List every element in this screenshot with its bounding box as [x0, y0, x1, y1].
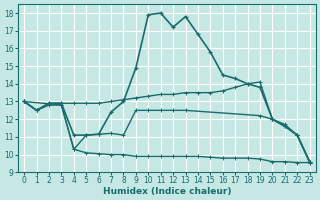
- X-axis label: Humidex (Indice chaleur): Humidex (Indice chaleur): [103, 187, 231, 196]
